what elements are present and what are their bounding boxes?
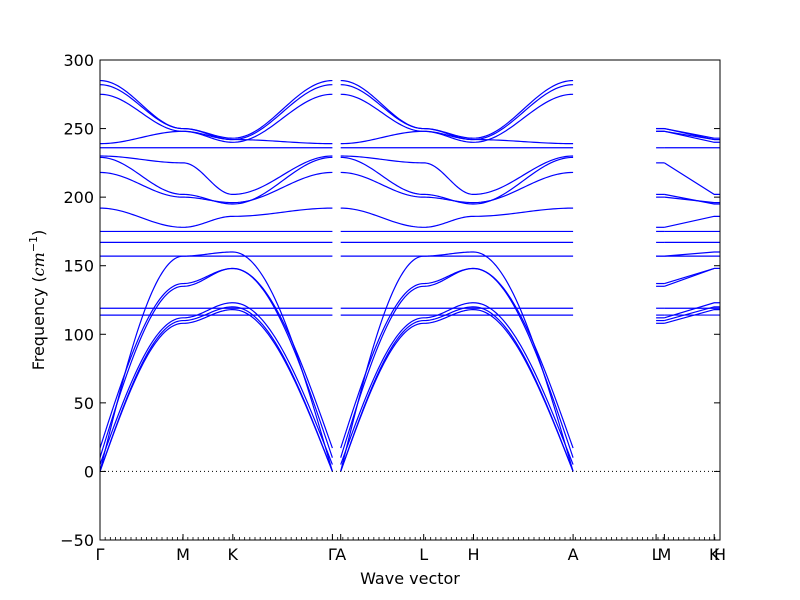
plot-area xyxy=(99,79,720,472)
x-tick-label: K xyxy=(228,545,239,564)
x-tick-label: A xyxy=(335,545,346,564)
y-axis-label-suffix: ) xyxy=(29,230,48,236)
phonon-band-MKH-optical-285 xyxy=(664,127,720,139)
plot-frame xyxy=(99,59,721,541)
phonon-band-MKH-optical-229 xyxy=(664,193,720,205)
x-tick-label: A xyxy=(568,545,579,564)
y-tick-label: 250 xyxy=(63,120,94,139)
x-tick-label: Γ xyxy=(328,545,337,564)
y-tick-label: 100 xyxy=(63,325,94,344)
phonon-band-acoustic-1 xyxy=(99,308,574,472)
phonon-band-optical-285 xyxy=(99,79,574,139)
phonon-band-optical-239 xyxy=(99,130,574,145)
phonon-band-optical-192 xyxy=(99,207,574,228)
phonon-band-optical-282 xyxy=(99,84,574,141)
y-axis-label: Frequency (cm−1) xyxy=(27,230,48,371)
phonon-band-MKH-optical-218 xyxy=(664,196,720,204)
phonon-band-MKH-optical-5 xyxy=(664,267,720,285)
x-axis-label: Wave vector xyxy=(360,569,460,588)
phonon-band-MKH-acoustic-1 xyxy=(664,309,720,324)
y-tick-label: 150 xyxy=(63,257,94,276)
x-tick-label: K xyxy=(709,545,720,564)
y-axis-label-exponent: −1 xyxy=(27,236,40,252)
phonon-band-MKH-acoustic-3 xyxy=(664,302,720,319)
phonon-band-optical-218 xyxy=(99,171,574,204)
phonon-band-optical-6 xyxy=(99,251,574,472)
x-tick-label: L xyxy=(652,545,661,564)
phonon-band-acoustic-2 xyxy=(99,306,574,472)
x-tick-label: Γ xyxy=(96,545,105,564)
phonon-band-optical-275 xyxy=(99,93,574,143)
y-tick-label: 0 xyxy=(84,462,94,481)
phonon-band-optical-229 xyxy=(99,156,574,205)
y-tick-label: −50 xyxy=(60,531,94,550)
x-tick-label: M xyxy=(176,545,190,564)
phonon-band-optical-5 xyxy=(99,267,574,449)
phonon-band-MKH-optical-275 xyxy=(664,130,720,143)
x-tick-label: L xyxy=(419,545,428,564)
phonon-band-MKH-optical-6 xyxy=(664,251,720,257)
x-tick-label: H xyxy=(467,545,479,564)
x-tick-label: H xyxy=(714,545,726,564)
y-axis-label-prefix: Frequency ( xyxy=(29,276,48,370)
y-tick-label: 50 xyxy=(74,394,94,413)
y-tick-label: 300 xyxy=(63,51,94,70)
phonon-band-MKH-optical-192 xyxy=(664,215,720,228)
x-tick-label: M xyxy=(657,545,671,564)
y-axis-label-unit: cm xyxy=(29,252,48,276)
phonon-band-acoustic-3 xyxy=(99,302,574,465)
phonon-band-optical-230 xyxy=(99,155,574,196)
phonon-band-MKH-optical-4 xyxy=(664,267,720,287)
phonon-band-optical-4 xyxy=(99,267,574,458)
phonon-band-MKH-optical-230 xyxy=(664,162,720,195)
phonon-band-MKH-acoustic-2 xyxy=(664,306,720,322)
y-tick-label: 200 xyxy=(63,188,94,207)
